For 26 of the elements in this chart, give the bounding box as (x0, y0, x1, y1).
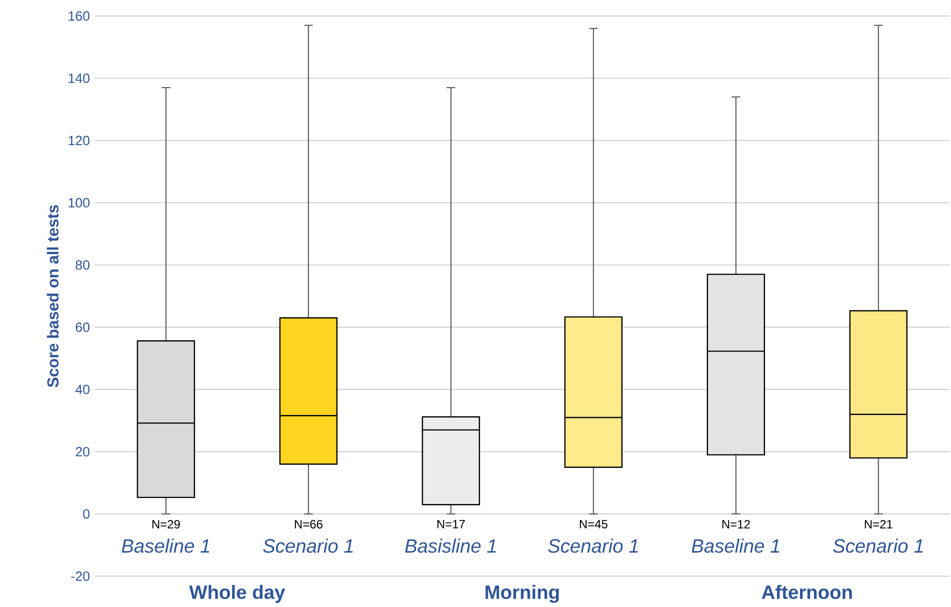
annotation: N=12 (722, 520, 750, 528)
y-tick-label: 140 (68, 73, 90, 83)
y-axis-title: Score based on all tests (46, 204, 59, 388)
x-tick-label: Basisline 1 (405, 538, 496, 553)
text: Afternoon (762, 584, 852, 599)
y-tick-label: 120 (68, 136, 90, 146)
annotation: N=66 (294, 520, 322, 528)
annotation: N=45 (580, 520, 608, 528)
x-tick-label: Scenario 1 (833, 538, 923, 553)
annotation: N=21 (864, 520, 892, 528)
x-tick-label: Baseline 1 (692, 538, 780, 553)
annotation: N=29 (152, 520, 180, 528)
y-tick-label: 60 (76, 322, 90, 332)
annotation: N=17 (437, 520, 465, 528)
text: Morning (486, 584, 559, 603)
y-tick-label: 0 (83, 509, 90, 518)
y-tick-label: -20 (71, 571, 90, 581)
y-tick-label: 100 (68, 198, 90, 208)
x-tick-label: Scenario 1 (263, 538, 353, 553)
y-tick-label: 160 (68, 11, 90, 21)
y-tick-label: 40 (75, 384, 90, 394)
y-tick-label: 20 (76, 446, 90, 456)
text: Whole day (189, 584, 286, 603)
x-tick-label: Baseline 1 (122, 538, 210, 553)
y-tick-label: 80 (76, 260, 90, 270)
x-tick-label: Scenario 1 (548, 538, 638, 553)
